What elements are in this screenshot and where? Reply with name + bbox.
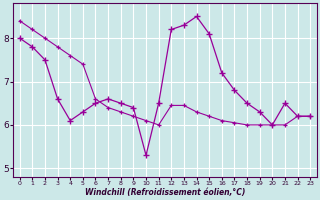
X-axis label: Windchill (Refroidissement éolien,°C): Windchill (Refroidissement éolien,°C) [85, 188, 245, 197]
